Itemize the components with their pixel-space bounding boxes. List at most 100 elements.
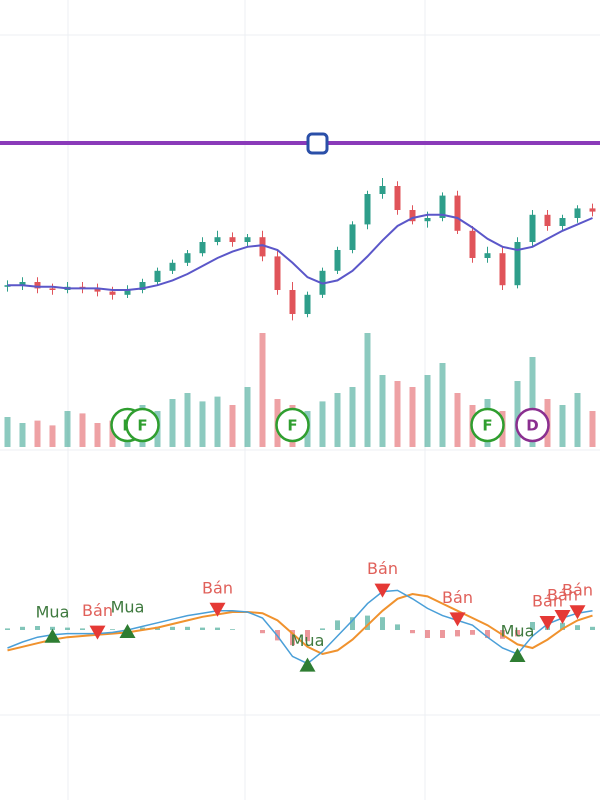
candle-body (184, 253, 191, 263)
macd-histogram (305, 630, 310, 642)
volume-bar (574, 393, 581, 447)
line-handle[interactable] (306, 132, 329, 155)
volume-bar (439, 363, 446, 447)
sell-marker (539, 616, 556, 630)
signal-label: Bán (562, 581, 593, 600)
sell-marker (449, 612, 466, 627)
volume-bar (64, 411, 71, 447)
event-label: F (137, 417, 147, 435)
volume-bar (244, 387, 251, 447)
signal-line (7, 592, 593, 656)
signal-label: Mua (36, 602, 70, 621)
candle-body (559, 218, 566, 226)
macd-histogram (425, 630, 430, 638)
macd-histogram (215, 627, 220, 630)
volume-bar (94, 423, 101, 447)
candle-body (139, 282, 146, 290)
candle-body (214, 237, 221, 242)
buy-marker (44, 628, 61, 643)
macd-histogram (65, 627, 70, 630)
sell-marker (569, 605, 586, 620)
macd-histogram (50, 626, 55, 630)
candle-body (529, 214, 536, 242)
sell-marker (209, 602, 226, 617)
candle-body (439, 195, 446, 218)
candle-body (34, 282, 41, 289)
volume-bar (199, 401, 206, 447)
sell-marker (89, 625, 106, 640)
volume-bar (229, 405, 236, 447)
candle-body (334, 250, 341, 271)
volume-bar (109, 420, 116, 447)
candle-body (514, 242, 521, 286)
candle-body (289, 290, 296, 314)
sell-marker (554, 610, 571, 624)
candle-body (154, 270, 161, 282)
candle-body (199, 242, 206, 254)
candle-body (424, 218, 431, 222)
candle-body (49, 288, 56, 290)
candle-body (544, 214, 551, 226)
buy-marker (509, 648, 526, 662)
volume-bar (529, 357, 536, 447)
volume-bar (259, 333, 266, 447)
candle-body (259, 237, 266, 257)
candle-body (229, 237, 236, 242)
volume-bar (4, 417, 11, 447)
macd-line (7, 589, 593, 665)
signal-label: Mua (111, 598, 145, 617)
candle-body (109, 291, 116, 295)
macd-histogram (260, 630, 265, 634)
volume-bar (169, 399, 176, 447)
signal-label: Bán (367, 559, 398, 578)
candle-body (364, 194, 371, 225)
moving-average (7, 213, 593, 291)
macd-histogram (515, 630, 520, 637)
macd-histogram (590, 626, 595, 630)
macd-histogram (140, 627, 145, 630)
macd-histogram (455, 630, 460, 637)
macd-histogram (170, 626, 175, 630)
macd-histogram (230, 629, 235, 630)
candle-body (409, 210, 416, 222)
macd-histogram (365, 615, 370, 630)
event-badge (125, 407, 160, 443)
volume-bar (364, 333, 371, 447)
volume-bar (334, 393, 341, 447)
macd-histogram (20, 626, 25, 630)
candle-body (274, 256, 281, 290)
candle-body (349, 224, 356, 250)
macd-histogram (380, 617, 385, 630)
candle-body (304, 294, 311, 314)
sell-marker (374, 583, 391, 598)
volume-bar (379, 375, 386, 447)
macd-histogram (200, 627, 205, 630)
candle-body (124, 290, 131, 295)
signal-label: Bán (82, 601, 113, 620)
candle-body (499, 253, 506, 286)
signal-label: Bán (442, 588, 473, 607)
macd-histogram (440, 630, 445, 638)
candle-body (394, 186, 401, 210)
signal-label: Bán (547, 586, 578, 605)
volume-bar (394, 381, 401, 447)
volume-bar (34, 420, 41, 447)
volume-bar (349, 387, 356, 447)
macd-histogram (470, 630, 475, 635)
event-label: D (526, 417, 538, 435)
volume-bar (424, 375, 431, 447)
volume-bar (514, 381, 521, 447)
candle-body (19, 282, 26, 286)
candle-body (574, 208, 581, 218)
signal-label: Mua (501, 622, 535, 641)
candle-body (244, 237, 251, 242)
macd-histogram (185, 626, 190, 630)
volume-bar (184, 393, 191, 447)
volume-bar (559, 405, 566, 447)
candle-body (379, 186, 386, 194)
volume-bar (454, 393, 461, 447)
macd-histogram (5, 628, 10, 630)
signal-label: Bán (202, 578, 233, 597)
